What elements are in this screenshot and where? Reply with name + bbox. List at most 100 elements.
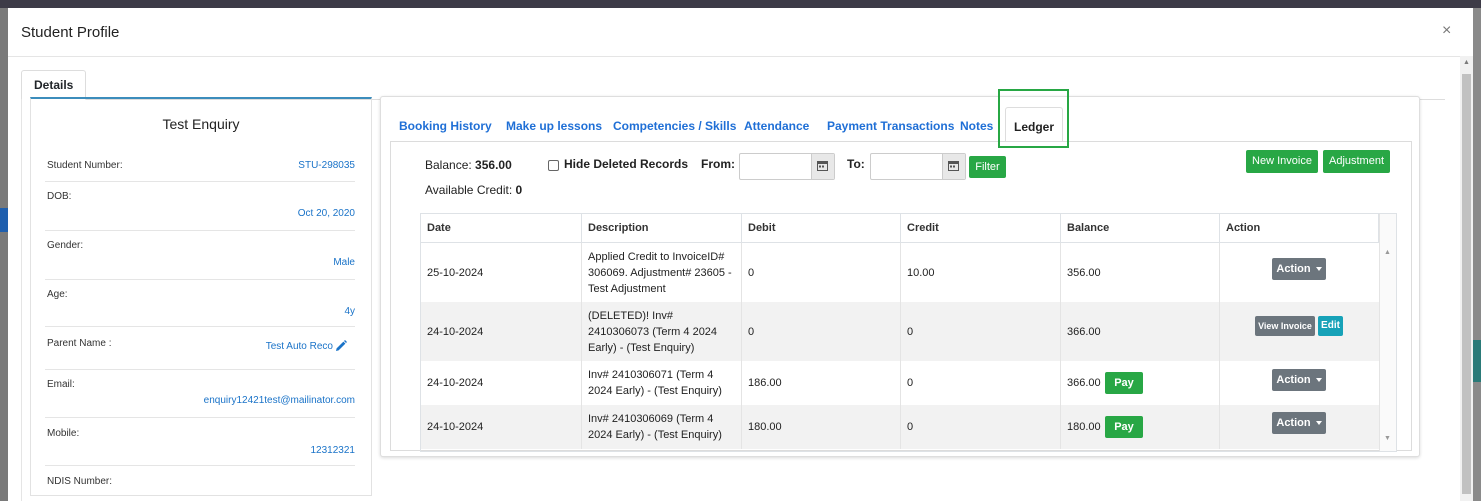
col-description[interactable]: Description [582, 214, 742, 242]
field-label: Mobile: [47, 428, 80, 439]
tab-attendance[interactable]: Attendance [744, 119, 810, 133]
cell-date: 25-10-2024 [421, 243, 582, 302]
tab-ledger-label: Ledger [1013, 120, 1054, 134]
balance-label: Balance: [425, 158, 472, 172]
profile-tabs: Booking History Make up lessons Competen… [381, 97, 1419, 142]
cell-action: Action [1220, 243, 1379, 302]
table-row: 25-10-2024 Applied Credit to InvoiceID# … [421, 243, 1379, 302]
from-date-input[interactable] [739, 153, 835, 180]
modal-header: Student Profile × [8, 8, 1473, 57]
balance-amount: 366.00 [1067, 325, 1101, 338]
cell-action: Action [1220, 361, 1379, 405]
cell-balance: 366.00 Pay [1061, 361, 1220, 405]
backdrop-teal-block [1473, 340, 1481, 382]
dob-value: Oct 20, 2020 [297, 208, 355, 219]
col-debit[interactable]: Debit [742, 214, 901, 242]
table-row: 24-10-2024 Inv# 2410306069 (Term 4 2024 … [421, 405, 1379, 449]
available-credit-text: Available Credit: 0 [425, 183, 522, 197]
tab-details[interactable]: Details [21, 70, 87, 100]
col-date[interactable]: Date [421, 214, 582, 242]
to-calendar-button[interactable] [942, 154, 965, 179]
parent-name-link[interactable]: Test Auto Reco [265, 341, 333, 352]
hide-deleted-checkbox[interactable] [548, 160, 559, 171]
table-scrollbar[interactable]: ▲ ▼ [1379, 214, 1396, 451]
table-header: Date Description Debit Credit Balance Ac… [421, 214, 1379, 243]
col-balance[interactable]: Balance [1061, 214, 1220, 242]
cell-balance: 356.00 [1061, 243, 1220, 302]
tab-ledger[interactable]: Ledger [1005, 107, 1063, 142]
tab-competencies-skills[interactable]: Competencies / Skills [613, 119, 737, 133]
cell-balance: 366.00 [1061, 302, 1220, 361]
scrollbar-thumb[interactable] [1462, 74, 1471, 494]
caret-down-icon [1315, 421, 1322, 426]
cell-balance: 180.00 Pay [1061, 405, 1220, 449]
edit-button[interactable]: Edit [1318, 316, 1343, 336]
scroll-down-icon[interactable]: ▼ [1384, 435, 1391, 442]
tab-make-up-lessons[interactable]: Make up lessons [506, 119, 603, 133]
modal-scrollbar[interactable]: ▲ [1460, 56, 1473, 501]
scroll-up-icon[interactable]: ▲ [1384, 249, 1391, 256]
scroll-up-icon[interactable]: ▲ [1463, 59, 1470, 66]
table-row: 24-10-2024 (DELETED)! Inv# 2410306073 (T… [421, 302, 1379, 361]
from-label: From: [701, 157, 735, 171]
action-dropdown-button[interactable]: Action [1272, 258, 1326, 280]
cell-date: 24-10-2024 [421, 361, 582, 405]
field-gender: Gender: Male [45, 231, 355, 280]
student-info-card: Test Enquiry Student Number: STU-298035 … [30, 97, 372, 496]
view-invoice-button[interactable]: View Invoice [1255, 316, 1315, 336]
tab-notes[interactable]: Notes [960, 119, 994, 133]
balance-value: 356.00 [475, 158, 512, 172]
action-dropdown-button[interactable]: Action [1272, 369, 1326, 391]
cell-date: 24-10-2024 [421, 405, 582, 449]
field-ndis: NDIS Number: [45, 466, 355, 499]
field-parent-name: Parent Name : Test Auto Reco [45, 327, 355, 370]
balance-amount: 366.00 [1067, 377, 1101, 389]
mobile-value: 12312321 [310, 445, 356, 456]
col-action[interactable]: Action [1220, 214, 1379, 242]
caret-down-icon [1315, 378, 1322, 383]
table-row: 24-10-2024 Inv# 2410306071 (Term 4 2024 … [421, 361, 1379, 405]
field-label: Email: [47, 379, 75, 390]
tab-payment-transactions[interactable]: Payment Transactions [827, 119, 955, 133]
backdrop-highlight [0, 208, 8, 232]
hide-deleted-label: Hide Deleted Records [564, 157, 689, 171]
calendar-icon [948, 161, 959, 171]
modal-title: Student Profile [21, 24, 120, 41]
caret-down-icon [1315, 267, 1322, 272]
tab-booking-history[interactable]: Booking History [399, 119, 492, 133]
cell-debit: 180.00 [742, 405, 901, 449]
student-name: Test Enquiry [162, 116, 240, 132]
adjustment-button[interactable]: Adjustment [1323, 150, 1390, 173]
credit-value: 0 [515, 183, 523, 197]
age-value: 4y [344, 306, 355, 317]
pencil-edit-icon[interactable] [335, 340, 347, 355]
email-value[interactable]: enquiry12421test@mailinator.com [203, 395, 355, 406]
action-dropdown-button[interactable]: Action [1272, 412, 1326, 434]
pay-button[interactable]: Pay [1105, 416, 1143, 438]
field-label: DOB: [47, 191, 72, 202]
pay-button[interactable]: Pay [1105, 372, 1143, 394]
cell-description: Inv# 2410306071 (Term 4 2024 Early) - (T… [582, 361, 742, 405]
cell-action: Action [1220, 405, 1379, 449]
field-mobile: Mobile: 12312321 [45, 418, 355, 466]
to-label: To: [847, 157, 865, 171]
cell-credit: 0 [901, 302, 1061, 361]
new-invoice-button[interactable]: New Invoice [1246, 150, 1318, 173]
backdrop-left [0, 8, 8, 501]
balance-text: Balance: 356.00 [425, 158, 512, 172]
cell-credit: 0 [901, 405, 1061, 449]
cell-description: Applied Credit to InvoiceID# 306069. Adj… [582, 243, 742, 302]
from-calendar-button[interactable] [811, 154, 834, 179]
col-credit[interactable]: Credit [901, 214, 1061, 242]
close-icon[interactable]: × [1442, 22, 1452, 39]
field-student-number: Student Number: STU-298035 [45, 147, 355, 182]
cell-debit: 186.00 [742, 361, 901, 405]
field-label: Age: [47, 289, 68, 300]
cell-description: Inv# 2410306069 (Term 4 2024 Early) - (T… [582, 405, 742, 449]
balance-amount: 180.00 [1067, 421, 1101, 433]
to-date-input[interactable] [870, 153, 966, 180]
field-age: Age: 4y [45, 280, 355, 327]
student-number-value[interactable]: STU-298035 [298, 160, 355, 171]
filter-button[interactable]: Filter [969, 156, 1006, 178]
credit-label: Available Credit: [425, 183, 513, 197]
